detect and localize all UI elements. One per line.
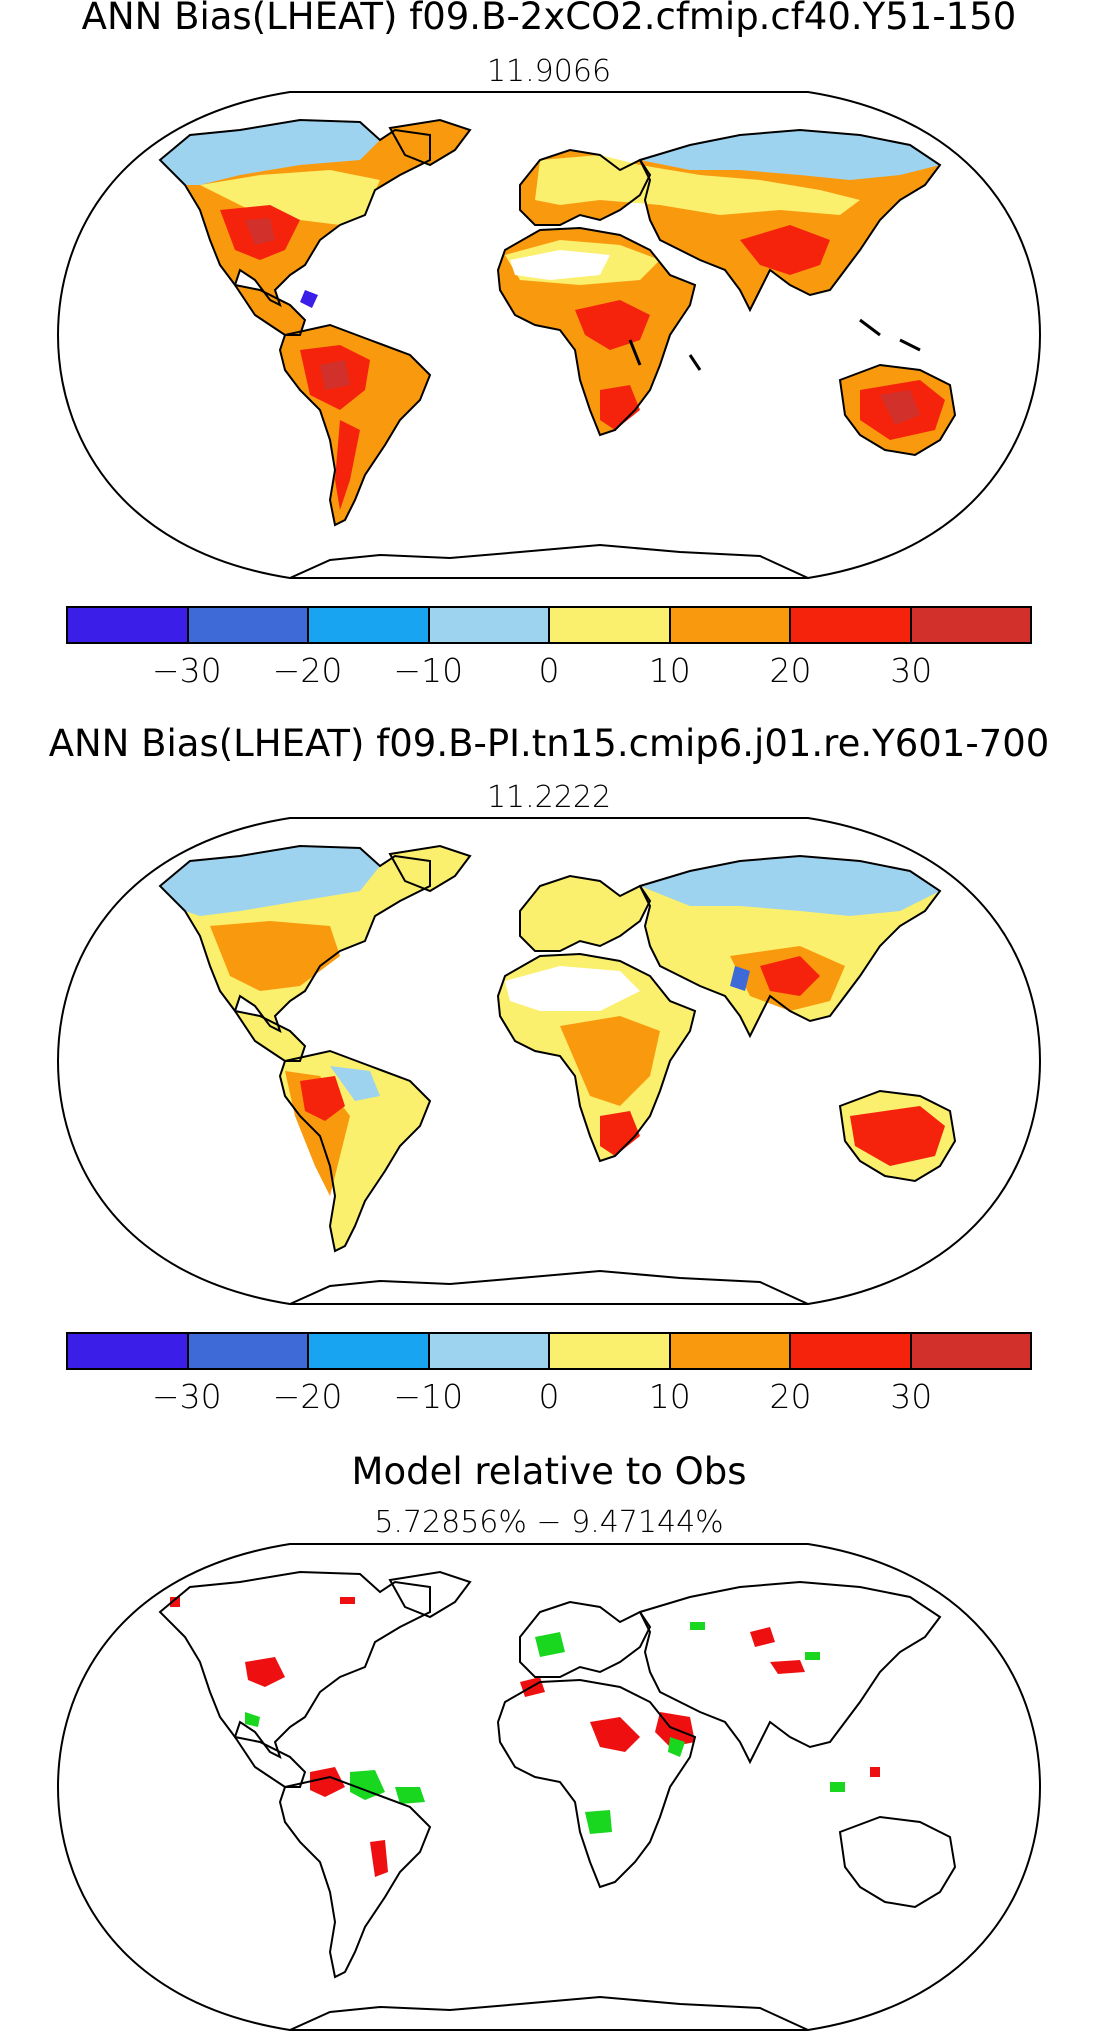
panel-3-subtitle: 5.72856% − 9.47144% [374,1505,724,1540]
panel-1-subtitle: 11.9066 [486,54,612,89]
colorbar-tick: −20 [272,651,343,690]
colorbar-swatch [550,1334,671,1368]
colorbar-tick: 0 [538,1377,560,1416]
colorbar-swatch [429,608,550,642]
panel-3-title: Model relative to Obs [351,1450,747,1493]
colorbar-swatch [670,1334,791,1368]
colorbar-tick: 20 [769,1377,812,1416]
panel-1-title: ANN Bias(LHEAT) f09.B-2xCO2.cfmip.cf40.Y… [81,0,1017,38]
colorbar-tick: 20 [769,651,812,690]
world-map-bias-1 [0,90,1098,580]
colorbar-swatch [68,1334,189,1368]
colorbar-swatch [791,608,912,642]
colorbar-swatch [670,608,791,642]
colorbar-tick: −30 [151,651,222,690]
colorbar-swatch [309,1334,430,1368]
colorbar-swatch [188,608,309,642]
colorbar-swatch [429,1334,550,1368]
panel-2-subtitle: 11.2222 [486,780,612,815]
colorbar-ticks-1: −30 −20 −10 0 10 20 30 [66,652,1032,692]
colorbar-1 [66,606,1032,644]
colorbar-tick: 0 [538,651,560,690]
colorbar-ticks-2: −30 −20 −10 0 10 20 30 [66,1378,1032,1418]
colorbar-swatch [550,608,671,642]
colorbar-swatch [68,608,189,642]
colorbar-swatch [791,1334,912,1368]
colorbar-tick: −20 [272,1377,343,1416]
colorbar-tick: 30 [890,651,933,690]
colorbar-tick: 10 [648,651,691,690]
panel-2-title: ANN Bias(LHEAT) f09.B-PI.tn15.cmip6.j01.… [48,722,1050,765]
colorbar-tick: −10 [393,651,464,690]
colorbar-tick: −30 [151,1377,222,1416]
colorbar-swatch [309,608,430,642]
world-map-bias-2 [0,816,1098,1306]
colorbar-swatch [188,1334,309,1368]
colorbar-tick: 30 [890,1377,933,1416]
colorbar-swatch [911,1334,1030,1368]
world-map-relative [0,1542,1098,2032]
colorbar-2 [66,1332,1032,1370]
colorbar-tick: 10 [648,1377,691,1416]
colorbar-swatch [911,608,1030,642]
colorbar-tick: −10 [393,1377,464,1416]
